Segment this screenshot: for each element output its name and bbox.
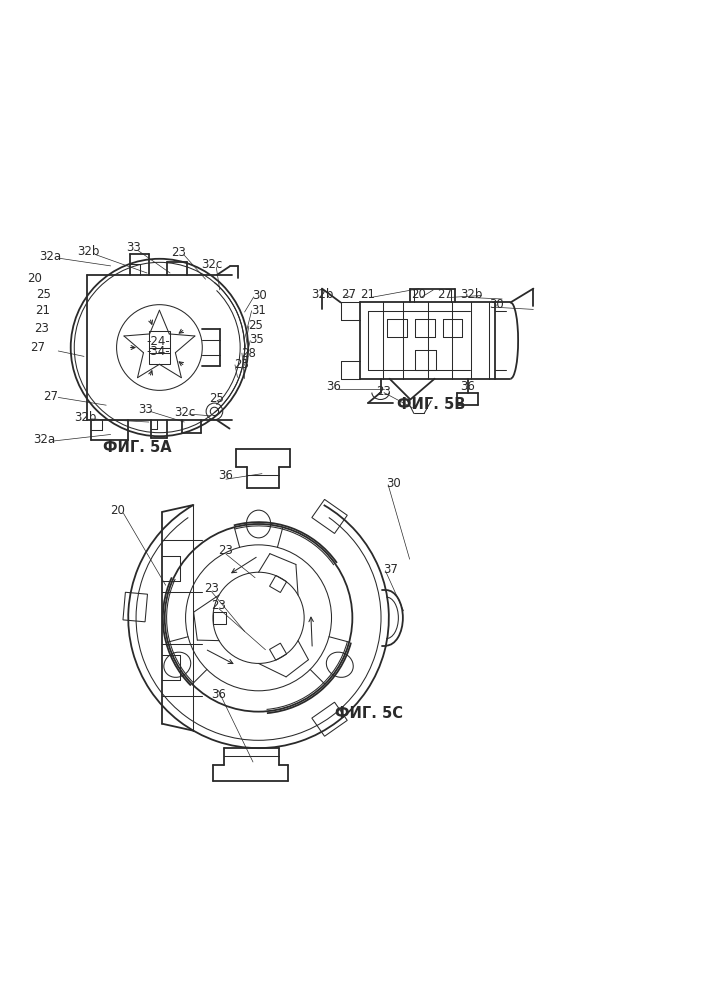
Text: 23: 23 <box>34 322 49 335</box>
Text: 20: 20 <box>411 288 426 301</box>
Text: 27: 27 <box>341 288 356 301</box>
Text: 25: 25 <box>248 319 263 332</box>
Text: -24-: -24- <box>146 335 170 348</box>
Text: 33: 33 <box>138 403 153 416</box>
Text: 20: 20 <box>110 504 125 517</box>
Text: 32b: 32b <box>78 245 100 258</box>
Bar <box>149 331 170 364</box>
Text: 27: 27 <box>43 390 58 403</box>
Text: -34-: -34- <box>146 345 170 358</box>
Text: 30: 30 <box>386 477 401 490</box>
Text: ФИГ. 5С: ФИГ. 5С <box>334 706 403 721</box>
Text: 27: 27 <box>438 288 452 301</box>
Text: 31: 31 <box>251 304 266 317</box>
Text: 23: 23 <box>211 599 226 612</box>
Bar <box>214 612 226 624</box>
Text: 32c: 32c <box>174 406 195 419</box>
Text: 25: 25 <box>209 392 223 405</box>
Text: 25: 25 <box>36 288 51 301</box>
Text: 21: 21 <box>35 304 50 317</box>
Text: 37: 37 <box>383 563 398 576</box>
Text: 30: 30 <box>252 289 267 302</box>
Text: 23: 23 <box>377 385 392 398</box>
Bar <box>269 575 286 592</box>
Text: 28: 28 <box>241 347 256 360</box>
Text: 35: 35 <box>250 333 264 346</box>
Text: 36: 36 <box>460 380 475 393</box>
Bar <box>269 643 286 660</box>
Text: 32a: 32a <box>33 433 55 446</box>
Text: 23: 23 <box>204 582 219 595</box>
Text: 23: 23 <box>234 358 249 371</box>
Text: 32a: 32a <box>40 250 62 263</box>
Bar <box>123 592 148 622</box>
Text: 30: 30 <box>489 298 503 311</box>
Text: 36: 36 <box>327 380 341 393</box>
Text: 20: 20 <box>27 272 42 285</box>
Text: 23: 23 <box>171 246 186 259</box>
Text: 32b: 32b <box>311 288 334 301</box>
Text: ФИГ. 5В: ФИГ. 5В <box>397 397 465 412</box>
Bar <box>312 499 347 533</box>
Text: 33: 33 <box>126 241 141 254</box>
Text: 21: 21 <box>360 288 375 301</box>
Text: 32c: 32c <box>201 258 223 271</box>
Text: 27: 27 <box>30 341 45 354</box>
Text: 23: 23 <box>218 544 233 557</box>
Text: 32b: 32b <box>460 288 482 301</box>
Text: ФИГ. 5А: ФИГ. 5А <box>103 440 172 455</box>
Text: 32b: 32b <box>74 411 96 424</box>
Bar <box>312 702 347 736</box>
Text: 36: 36 <box>218 469 233 482</box>
Text: 36: 36 <box>211 688 226 701</box>
